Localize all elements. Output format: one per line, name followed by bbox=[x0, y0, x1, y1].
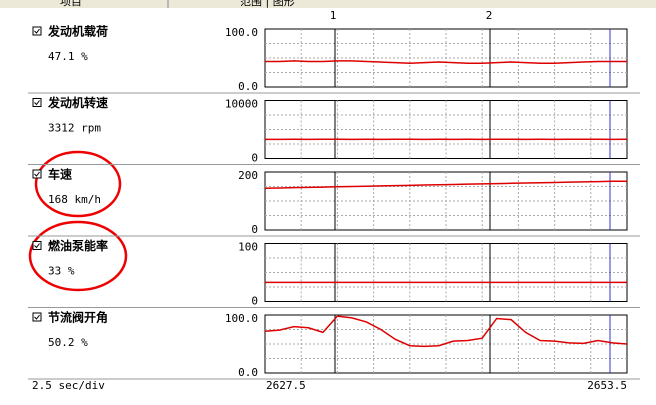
range-max: 200 bbox=[238, 169, 258, 182]
param-name: 燃油泵能率 bbox=[48, 238, 108, 253]
time-scale: 2.5 sec/div bbox=[32, 379, 105, 392]
param-name: 车速 bbox=[48, 167, 72, 182]
checkbox bbox=[33, 313, 41, 321]
param-value: 168 km/h bbox=[48, 193, 101, 206]
range-max: 100.0 bbox=[225, 312, 258, 325]
annotation-circle bbox=[30, 222, 126, 290]
param-value: 47.1 % bbox=[48, 50, 88, 63]
range-min: 0 bbox=[251, 152, 258, 165]
range-min: 0.0 bbox=[238, 80, 258, 93]
time-start: 2627.5 bbox=[266, 379, 306, 392]
checkbox bbox=[33, 170, 41, 178]
param-value: 3312 rpm bbox=[48, 122, 101, 135]
range-max: 100.0 bbox=[225, 26, 258, 39]
annotation-circle bbox=[36, 152, 120, 216]
range-max: 10000 bbox=[225, 98, 258, 111]
cursor-label: 2 bbox=[486, 9, 493, 22]
header-range: 范围 | 图形 bbox=[240, 0, 295, 8]
range-min: 0 bbox=[251, 223, 258, 236]
param-value: 50.2 % bbox=[48, 336, 88, 349]
param-name: 发动机转速 bbox=[47, 95, 108, 110]
range-min: 0.0 bbox=[238, 366, 258, 379]
time-end: 2653.5 bbox=[587, 379, 627, 392]
header-item: 项目 bbox=[60, 0, 82, 8]
checkbox bbox=[33, 27, 41, 35]
cursor-label: 1 bbox=[330, 9, 337, 22]
checkbox bbox=[33, 99, 41, 107]
param-name: 发动机载荷 bbox=[47, 24, 108, 39]
param-name: 节流阀开角 bbox=[48, 310, 108, 325]
checkbox bbox=[33, 242, 41, 250]
header-bar bbox=[0, 0, 656, 8]
range-max: 100 bbox=[238, 241, 258, 254]
param-value: 33 % bbox=[48, 265, 75, 278]
range-min: 0 bbox=[251, 295, 258, 308]
